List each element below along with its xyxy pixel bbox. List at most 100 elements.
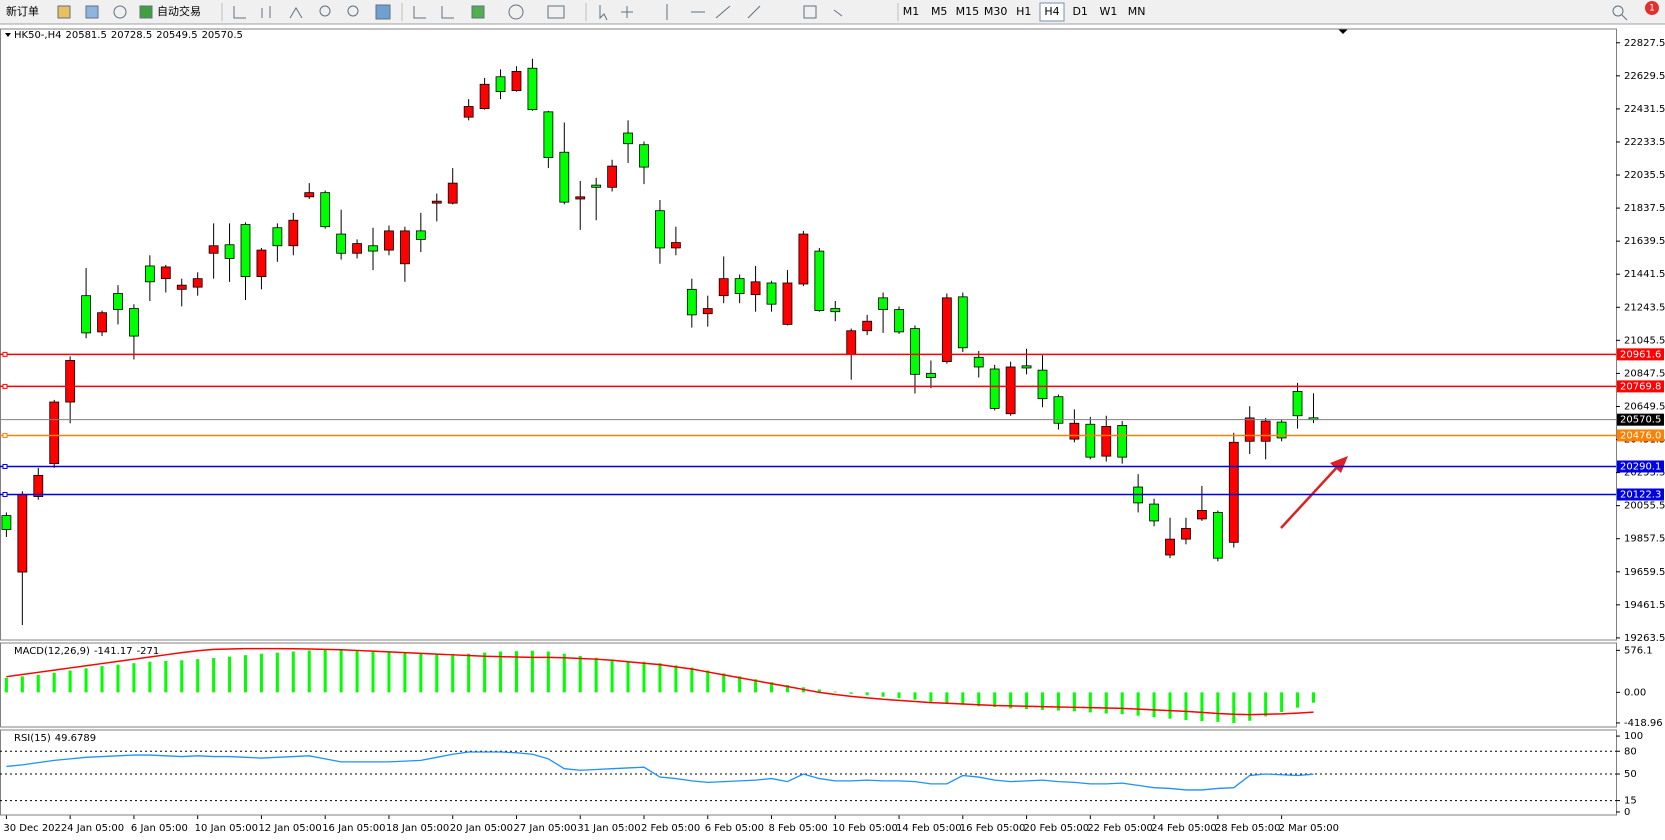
candle-body (97, 312, 107, 333)
y-tick-label: 19659.5 (1624, 567, 1665, 578)
candle-body (1085, 423, 1096, 458)
candle-body (702, 308, 713, 315)
candle-body (846, 330, 857, 355)
level-marker (2, 432, 8, 438)
candle-body (798, 233, 809, 285)
x-tick-label: 6 Jan 05:00 (131, 823, 188, 834)
macd-bar (180, 660, 184, 693)
macd-bar (626, 661, 630, 693)
high-value: 20728.5 (111, 30, 152, 41)
level-label-box (1617, 429, 1664, 442)
y-tick-label: 22827.5 (1624, 38, 1665, 49)
macd-bar (674, 665, 678, 693)
macd-bar (20, 676, 24, 693)
candle-body (240, 224, 251, 278)
candle-body (686, 288, 697, 316)
y-tick-label: 0 (1624, 807, 1630, 818)
macd-bar (977, 692, 981, 707)
macd-bar (578, 655, 582, 693)
candle-body (670, 242, 681, 249)
level-marker (2, 492, 8, 498)
level-marker (2, 463, 8, 469)
x-tick-label: 27 Jan 05:00 (513, 823, 576, 834)
x-tick-label: 31 Jan 05:00 (577, 823, 640, 834)
candle-body (750, 281, 761, 296)
macd-bar (993, 692, 997, 707)
x-tick-label: 20 Jan 05:00 (450, 823, 513, 834)
candle-body (766, 282, 777, 305)
y-tick-label: -418.96 (1624, 718, 1663, 729)
macd-bar (881, 692, 885, 697)
level-marker (2, 383, 8, 389)
y-tick-label: 0.00 (1624, 687, 1646, 698)
x-tick-label: 24 Feb 05:00 (1151, 823, 1217, 834)
candle-body (352, 243, 362, 254)
macd-bar (1041, 692, 1044, 710)
x-tick-label: 18 Jan 05:00 (386, 823, 449, 834)
candle-body (208, 245, 219, 254)
candle-body (878, 297, 888, 310)
timeframe-button[interactable]: MN (1128, 5, 1146, 18)
annotation-arrow (1280, 456, 1348, 529)
level-label: 20769.8 (1620, 381, 1661, 392)
timeframe-button[interactable]: M5 (931, 5, 948, 18)
candle-body (1197, 510, 1207, 520)
macd-bar (451, 653, 455, 693)
candle-body (941, 297, 952, 363)
timeframe-button[interactable]: D1 (1072, 5, 1087, 18)
y-tick-label: 22629.5 (1624, 71, 1665, 82)
macd-bar (754, 679, 758, 693)
candle-body (1292, 390, 1303, 417)
macd-bar (259, 653, 263, 693)
auto-trading-button[interactable]: 自动交易 (157, 4, 201, 18)
y-tick-label: 20253.5 (1624, 468, 1665, 479)
candle-body (718, 278, 729, 297)
timeframe-button[interactable]: M30 (984, 5, 1008, 18)
new-order-button[interactable]: 新订单 (6, 4, 39, 18)
macd-bar (530, 650, 534, 693)
timeframe-button[interactable]: H1 (1016, 5, 1031, 18)
indicator-title: RSI(15) (14, 733, 51, 744)
macd-bar (817, 689, 821, 693)
candle-body (1181, 528, 1191, 540)
macd-bar (1200, 692, 1204, 722)
macd-bar (1152, 692, 1156, 718)
macd-bar (1120, 692, 1124, 715)
macd-bar (1168, 692, 1172, 719)
macd-bar (770, 682, 774, 693)
level-marker (2, 351, 8, 357)
candle-body (384, 230, 394, 251)
timeframe-button[interactable]: W1 (1099, 5, 1117, 18)
notification-count[interactable]: 1 (1649, 4, 1655, 14)
macd-bar (403, 652, 407, 693)
panel-frame (0, 729, 1617, 816)
timeframe-button[interactable]: M1 (903, 5, 920, 18)
candle-body (463, 106, 474, 118)
macd-bar (244, 655, 247, 693)
candle-body (1244, 417, 1255, 442)
macd-bar (196, 659, 200, 693)
candle-body (129, 308, 139, 337)
candle-body (1212, 512, 1223, 559)
candle-body (192, 278, 203, 288)
x-tick-label: 22 Feb 05:00 (1087, 823, 1153, 834)
y-tick-label: 20649.5 (1624, 401, 1665, 412)
macd-bar (722, 673, 726, 693)
candle-body (224, 244, 235, 259)
macd-bar (307, 650, 311, 693)
level-label-box (1617, 488, 1664, 501)
macd-bar (148, 661, 152, 693)
candle-body (782, 282, 793, 325)
macd-bar (1296, 692, 1300, 708)
macd-bar (865, 692, 869, 696)
x-tick-label: 4 Jan 05:00 (67, 823, 124, 834)
level-label: 20961.6 (1620, 349, 1661, 360)
low-value: 20549.5 (156, 30, 197, 41)
timeframe-button[interactable]: M15 (956, 5, 980, 18)
timeframe-button[interactable]: H4 (1044, 5, 1059, 18)
x-tick-label: 14 Feb 05:00 (896, 823, 962, 834)
macd-bar (132, 663, 136, 693)
y-tick-label: 80 (1624, 746, 1637, 757)
x-tick-label: 2 Mar 05:00 (1279, 823, 1339, 834)
y-tick-label: 50 (1624, 769, 1637, 780)
